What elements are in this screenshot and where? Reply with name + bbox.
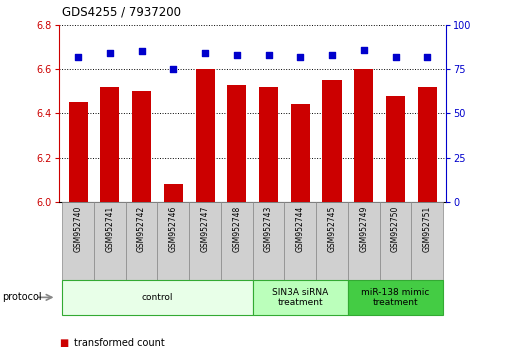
Text: GSM952741: GSM952741 <box>105 206 114 252</box>
Text: GSM952745: GSM952745 <box>327 206 337 252</box>
Bar <box>195 69 214 202</box>
Bar <box>380 202 411 280</box>
Bar <box>126 202 157 280</box>
Bar <box>189 202 221 280</box>
Bar <box>62 280 253 315</box>
Point <box>423 54 431 59</box>
Text: GSM952751: GSM952751 <box>423 206 432 252</box>
Bar <box>411 202 443 280</box>
Bar <box>348 280 443 315</box>
Point <box>169 66 177 72</box>
Bar <box>291 104 310 202</box>
Point <box>74 54 82 59</box>
Bar <box>227 85 246 202</box>
Bar <box>316 202 348 280</box>
Text: GSM952748: GSM952748 <box>232 206 241 252</box>
Text: GSM952746: GSM952746 <box>169 206 178 252</box>
Bar <box>157 202 189 280</box>
Text: GSM952743: GSM952743 <box>264 206 273 252</box>
Bar <box>418 87 437 202</box>
Bar <box>259 87 278 202</box>
Point <box>264 52 272 58</box>
Bar <box>323 80 342 202</box>
Bar <box>62 202 94 280</box>
Text: transformed count: transformed count <box>74 338 165 348</box>
Bar <box>69 102 88 202</box>
Text: GSM952744: GSM952744 <box>296 206 305 252</box>
Text: GSM952750: GSM952750 <box>391 206 400 252</box>
Text: ■: ■ <box>59 338 68 348</box>
Point <box>106 50 114 56</box>
Point <box>391 54 400 59</box>
Text: GSM952742: GSM952742 <box>137 206 146 252</box>
Point <box>201 50 209 56</box>
Bar <box>100 87 120 202</box>
Bar <box>284 202 316 280</box>
Bar <box>94 202 126 280</box>
Point <box>360 47 368 52</box>
Text: miR-138 mimic
treatment: miR-138 mimic treatment <box>361 288 430 307</box>
Point <box>328 52 336 58</box>
Bar <box>386 96 405 202</box>
Text: GSM952747: GSM952747 <box>201 206 209 252</box>
Bar <box>164 184 183 202</box>
Text: protocol: protocol <box>3 292 42 302</box>
Point <box>233 52 241 58</box>
Bar <box>253 280 348 315</box>
Point <box>296 54 304 59</box>
Text: GSM952740: GSM952740 <box>73 206 83 252</box>
Bar <box>354 69 373 202</box>
Text: SIN3A siRNA
treatment: SIN3A siRNA treatment <box>272 288 328 307</box>
Text: control: control <box>142 293 173 302</box>
Text: GDS4255 / 7937200: GDS4255 / 7937200 <box>62 5 181 18</box>
Bar <box>348 202 380 280</box>
Point <box>137 48 146 54</box>
Bar <box>253 202 284 280</box>
Bar <box>221 202 253 280</box>
Bar <box>132 91 151 202</box>
Text: GSM952749: GSM952749 <box>359 206 368 252</box>
